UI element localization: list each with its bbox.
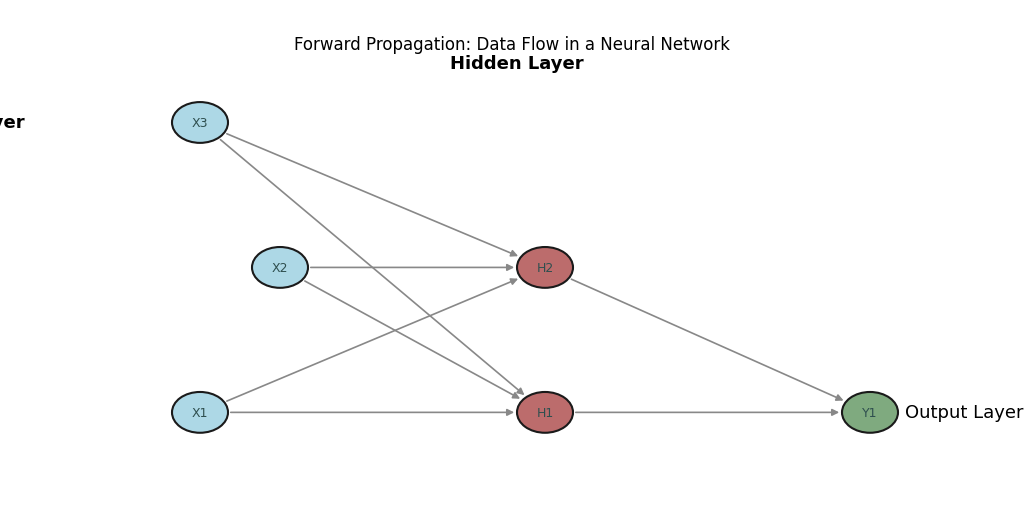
Text: Hidden Layer: Hidden Layer [450,55,584,73]
Text: X3: X3 [191,117,208,130]
Ellipse shape [172,103,228,144]
Text: X2: X2 [271,262,288,274]
Text: Output Layer: Output Layer [905,404,1024,421]
Text: H1: H1 [537,406,554,419]
Text: Y1: Y1 [862,406,878,419]
Text: Forward Propagation: Data Flow in a Neural Network: Forward Propagation: Data Flow in a Neur… [294,36,730,53]
Ellipse shape [517,392,573,433]
Ellipse shape [172,392,228,433]
Ellipse shape [842,392,898,433]
Text: H2: H2 [537,262,554,274]
Ellipse shape [252,247,308,288]
Text: Input Layer: Input Layer [0,114,25,132]
Ellipse shape [517,247,573,288]
Text: X1: X1 [191,406,208,419]
